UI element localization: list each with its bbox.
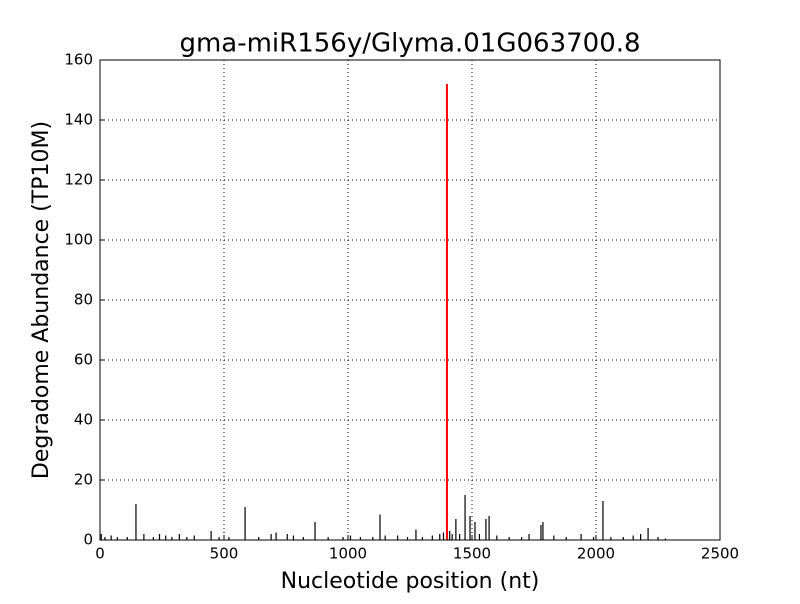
y-tick-label: 0 bbox=[83, 531, 93, 549]
y-tick-label: 80 bbox=[74, 291, 93, 309]
x-tick-label: 2500 bbox=[701, 545, 739, 563]
x-tick-label: 1500 bbox=[453, 545, 491, 563]
x-tick-label: 0 bbox=[95, 545, 105, 563]
y-axis-label: Degradome Abundance (TP10M) bbox=[29, 121, 54, 479]
x-axis-label: Nucleotide position (nt) bbox=[281, 569, 540, 594]
x-tick-label: 2000 bbox=[577, 545, 615, 563]
chart-title: gma-miR156y/Glyma.01G063700.8 bbox=[179, 29, 640, 59]
y-tick-label: 60 bbox=[74, 351, 93, 369]
x-tick-label: 500 bbox=[210, 545, 239, 563]
y-tick-label: 100 bbox=[64, 231, 93, 249]
y-tick-label: 140 bbox=[64, 111, 93, 129]
y-tick-label: 120 bbox=[64, 171, 93, 189]
y-tick-label: 160 bbox=[64, 51, 93, 69]
x-tick-label: 1000 bbox=[329, 545, 367, 563]
y-tick-label: 20 bbox=[74, 471, 93, 489]
y-tick-label: 40 bbox=[74, 411, 93, 429]
plot-frame bbox=[99, 59, 721, 541]
